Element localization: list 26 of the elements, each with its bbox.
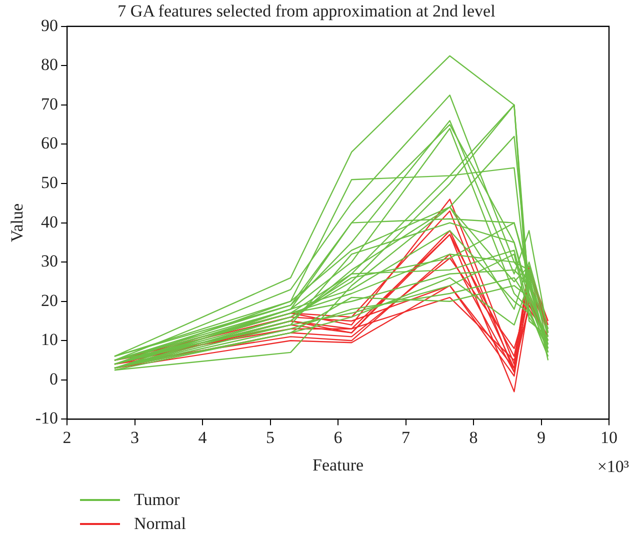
legend-label: Normal [134,514,186,534]
x-axis-title: Feature [312,455,364,474]
x-tick-label: 3 [130,428,140,447]
legend-label: Tumor [134,490,180,510]
x-tick-label: 10 [600,428,618,447]
chart-title: 7 GA features selected from approximation at 2nd level [118,2,496,21]
x-tick-label: 8 [469,428,478,447]
x-tick-label: 7 [402,428,411,447]
y-tick-label: 0 [50,369,58,388]
x-tick-label: 9 [537,428,546,447]
y-tick-label: 60 [41,134,58,153]
y-tick-label: 40 [41,212,58,232]
y-axis-title: Value [8,203,27,242]
y-tick-label: 90 [41,16,58,35]
y-tick-label: 80 [41,55,58,74]
y-tick-label: -10 [35,408,58,428]
x-tick-label: 2 [62,428,72,447]
x-tick-label: 5 [266,428,275,447]
text: ×10³ [597,457,629,476]
y-tick-label: 30 [41,252,58,271]
y-tick-label: 20 [41,290,58,310]
x-tick-label: 6 [334,428,342,447]
x-tick-label: 4 [198,428,208,447]
y-tick-label: 70 [41,94,58,114]
y-tick-label: 10 [41,330,58,350]
y-tick-label: 50 [41,172,58,192]
